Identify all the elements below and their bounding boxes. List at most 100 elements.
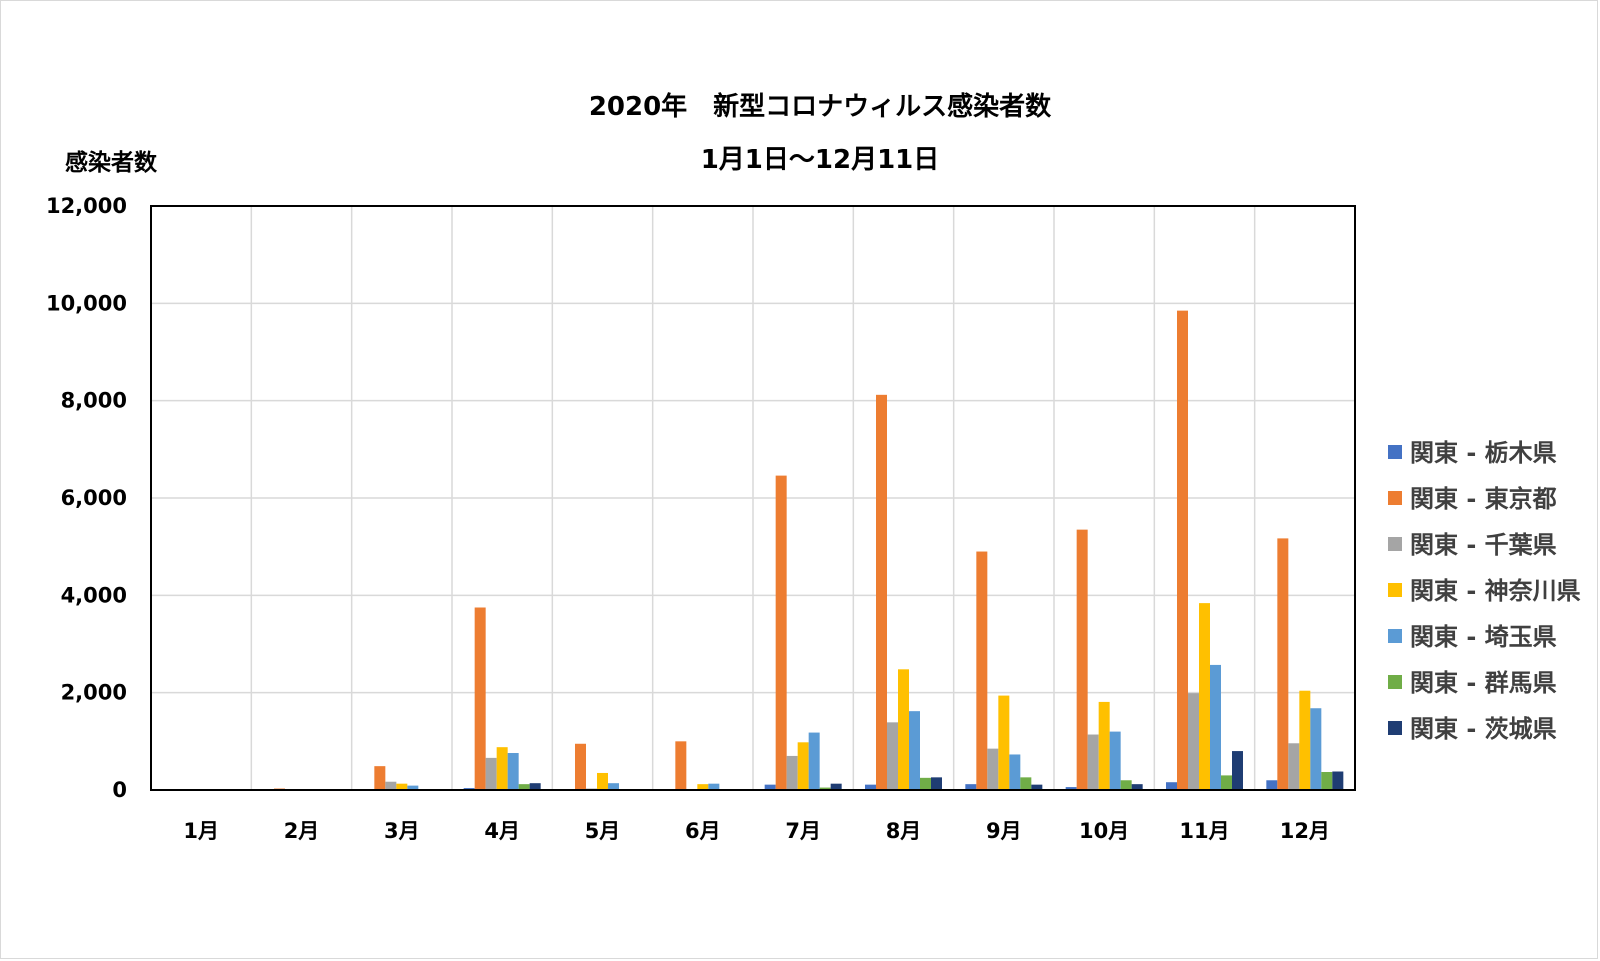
x-tick-label: 7月 bbox=[785, 819, 821, 843]
bar bbox=[887, 722, 898, 790]
x-tick-label: 1月 bbox=[183, 819, 219, 843]
y-axis-label: 感染者数 bbox=[65, 149, 158, 176]
bar bbox=[1221, 775, 1232, 790]
bar bbox=[987, 748, 999, 790]
x-tick-labels: 1月 2月 3月 4月 5月 6月 7月 8月 9月 10月 11月 12月 bbox=[183, 819, 1330, 843]
legend-label: 関東 - 茨城県 bbox=[1410, 715, 1557, 743]
bar bbox=[965, 784, 977, 790]
bar bbox=[507, 753, 519, 790]
y-tick-label: 4,000 bbox=[61, 583, 127, 607]
bar bbox=[597, 772, 608, 790]
bar bbox=[808, 732, 820, 790]
bar bbox=[474, 607, 486, 790]
bar bbox=[920, 777, 931, 790]
bar bbox=[385, 781, 397, 790]
legend-swatch bbox=[1388, 445, 1402, 459]
chart-title: 2020年 新型コロナウィルス感染者数 bbox=[589, 91, 1052, 122]
bar bbox=[1131, 784, 1143, 790]
bar bbox=[976, 551, 988, 790]
legend-label: 関東 - 東京都 bbox=[1410, 485, 1557, 513]
bar bbox=[407, 785, 419, 790]
bar bbox=[865, 784, 876, 790]
bar bbox=[1332, 771, 1344, 790]
bar bbox=[1009, 754, 1021, 790]
bar bbox=[374, 766, 386, 790]
y-tick-label: 12,000 bbox=[46, 194, 127, 218]
x-tick-label: 4月 bbox=[484, 819, 520, 843]
x-tick-label: 6月 bbox=[685, 819, 721, 843]
bar bbox=[518, 784, 530, 790]
y-tick-label: 2,000 bbox=[61, 681, 127, 705]
bar bbox=[775, 475, 787, 790]
legend-label: 関東 - 栃木県 bbox=[1410, 439, 1557, 467]
bar bbox=[998, 695, 1010, 790]
y-tick-label: 6,000 bbox=[61, 486, 127, 510]
x-tick-label: 8月 bbox=[886, 819, 922, 843]
bar bbox=[697, 784, 709, 790]
bar bbox=[1199, 603, 1210, 790]
bar bbox=[876, 394, 887, 790]
bar bbox=[1031, 784, 1043, 790]
plot-area-border bbox=[150, 205, 1356, 791]
bar bbox=[764, 784, 776, 790]
bar bbox=[485, 757, 497, 790]
bar bbox=[797, 742, 809, 790]
bar bbox=[898, 669, 909, 790]
x-tick-label: 9月 bbox=[986, 819, 1022, 843]
legend-swatch bbox=[1388, 537, 1402, 551]
x-tick-label: 5月 bbox=[585, 819, 621, 843]
bar bbox=[396, 783, 408, 790]
x-tick-label: 10月 bbox=[1079, 819, 1129, 843]
bar bbox=[675, 741, 687, 790]
bar bbox=[1166, 782, 1177, 790]
x-tick-label: 11月 bbox=[1179, 819, 1229, 843]
legend-label: 関東 - 神奈川県 bbox=[1410, 577, 1581, 605]
bar bbox=[1076, 529, 1088, 790]
bar bbox=[608, 783, 619, 790]
bar bbox=[1177, 310, 1188, 790]
legend-swatch bbox=[1388, 491, 1402, 505]
bar bbox=[1321, 771, 1333, 790]
legend-swatch bbox=[1388, 721, 1402, 735]
chart-subtitle: 1月1日～12月11日 bbox=[701, 145, 940, 175]
bar bbox=[1109, 731, 1121, 790]
bar bbox=[1277, 538, 1289, 790]
bar bbox=[575, 743, 586, 790]
bar bbox=[931, 777, 942, 790]
x-tick-label: 3月 bbox=[384, 819, 420, 843]
y-tick-label: 0 bbox=[112, 778, 127, 802]
bar bbox=[1310, 708, 1322, 790]
bar bbox=[496, 747, 508, 790]
y-tick-label: 10,000 bbox=[46, 291, 127, 315]
bar bbox=[708, 783, 720, 790]
bar bbox=[1020, 777, 1032, 790]
bar bbox=[830, 783, 842, 790]
legend-label: 関東 - 千葉県 bbox=[1410, 531, 1557, 559]
bar bbox=[1232, 751, 1243, 790]
x-tick-label: 2月 bbox=[284, 819, 320, 843]
bar bbox=[1065, 787, 1077, 790]
legend-swatch bbox=[1388, 675, 1402, 689]
bar bbox=[1120, 780, 1132, 790]
bar bbox=[1098, 701, 1110, 790]
bar bbox=[786, 755, 798, 790]
bar bbox=[819, 787, 831, 790]
bar bbox=[1288, 743, 1300, 790]
legend-label: 関東 - 群馬県 bbox=[1410, 669, 1557, 697]
y-tick-label: 8,000 bbox=[61, 389, 127, 413]
bar bbox=[1299, 690, 1311, 790]
bars-layer bbox=[173, 310, 1344, 790]
legend-swatch bbox=[1388, 583, 1402, 597]
legend-label: 関東 - 埼玉県 bbox=[1410, 623, 1557, 651]
grid-layer bbox=[151, 206, 1355, 790]
bar bbox=[1210, 664, 1221, 790]
bar bbox=[909, 711, 920, 790]
bar bbox=[529, 783, 541, 790]
y-tick-labels: 0 2,000 4,000 6,000 8,000 10,000 12,000 bbox=[46, 194, 127, 802]
bar bbox=[1188, 693, 1199, 790]
x-tick-label: 12月 bbox=[1280, 819, 1330, 843]
legend-swatch bbox=[1388, 629, 1402, 643]
